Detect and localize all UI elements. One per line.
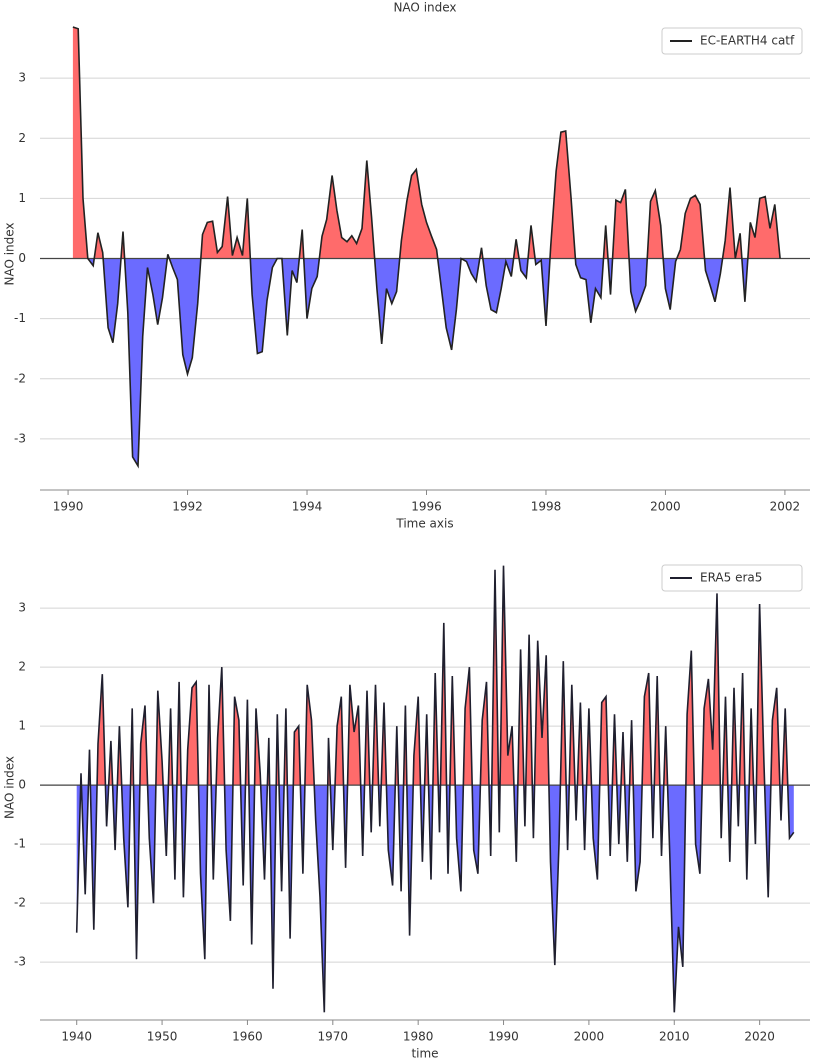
x-axis-label: time	[411, 1047, 438, 1058]
legend-box	[661, 27, 803, 55]
y-tick-label: 2	[18, 660, 26, 674]
y-tick-label: 1	[18, 719, 26, 733]
x-axis-label: Time axis	[395, 517, 453, 531]
series-line	[75, 565, 795, 1013]
y-tick-label: -3	[14, 431, 26, 445]
y-tick-label: 0	[18, 778, 26, 792]
x-tick-label: 1998	[531, 500, 562, 514]
y-tick-label: -2	[14, 371, 26, 385]
y-tick-label: 0	[18, 251, 26, 265]
legend-label: EC-EARTH4 catf	[700, 34, 795, 48]
y-tick-label: -2	[14, 896, 26, 910]
legend-label: ERA5 era5	[700, 571, 762, 585]
x-tick-label: 1996	[411, 500, 442, 514]
y-axis-label: NAO index	[3, 222, 17, 285]
y-tick-label: -1	[14, 311, 26, 325]
x-tick-label: 2020	[744, 1030, 775, 1044]
y-tick-label: -3	[14, 955, 26, 969]
x-tick-label: 1960	[232, 1030, 263, 1044]
y-tick-label: 1	[18, 191, 26, 205]
x-tick-label: 1990	[53, 500, 84, 514]
x-tick-label: 2000	[574, 1030, 605, 1044]
positive-area	[72, 27, 781, 259]
x-tick-label: 1970	[318, 1030, 349, 1044]
negative-area	[72, 258, 781, 466]
x-tick-label: 1994	[292, 500, 323, 514]
x-tick-label: 2002	[770, 500, 801, 514]
legend-box	[661, 564, 803, 592]
x-tick-label: 1980	[403, 1030, 434, 1044]
y-tick-label: 2	[18, 131, 26, 145]
chart-title: NAO index	[393, 1, 456, 15]
x-tick-label: 1992	[172, 500, 203, 514]
x-tick-label: 2000	[650, 500, 681, 514]
x-tick-label: 2010	[659, 1030, 690, 1044]
y-tick-label: -1	[14, 837, 26, 851]
x-tick-label: 1940	[61, 1030, 92, 1044]
y-tick-label: 3	[18, 71, 26, 85]
x-tick-label: 1950	[147, 1030, 178, 1044]
series-line	[72, 26, 781, 469]
y-axis-label: NAO index	[3, 756, 17, 819]
x-tick-label: 1990	[488, 1030, 519, 1044]
y-tick-label: 3	[18, 601, 26, 615]
